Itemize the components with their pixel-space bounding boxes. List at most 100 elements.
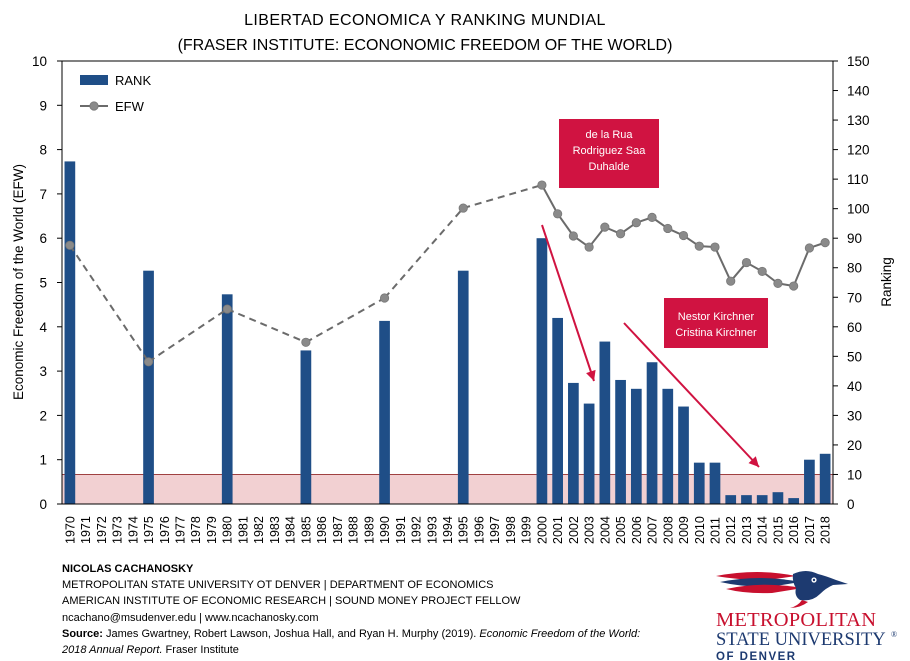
efw-point-2013 — [741, 257, 752, 268]
rank-bar-2009 — [678, 406, 689, 504]
left-axis-tick-label: 8 — [39, 143, 47, 158]
x-axis-tick-label-1972: 1972 — [95, 516, 109, 544]
x-axis-tick-label-1971: 1971 — [79, 516, 93, 544]
x-axis-tick-label-1996: 1996 — [472, 516, 486, 544]
legend-rank-label: RANK — [115, 73, 151, 88]
rank-bar-2010 — [693, 462, 705, 504]
x-axis-tick-label-1999: 1999 — [520, 516, 534, 544]
x-axis-tick-label-2007: 2007 — [646, 516, 660, 544]
left-axis-tick-label: 3 — [39, 364, 47, 379]
efw-point-2004 — [600, 222, 610, 232]
x-axis-tick-label-1986: 1986 — [315, 516, 329, 544]
x-axis-tick-label-2009: 2009 — [677, 516, 691, 544]
right-axis-tick-label: 0 — [847, 497, 855, 512]
left-axis-tick-label: 5 — [39, 276, 47, 291]
x-axis-tick-label-1984: 1984 — [284, 516, 298, 544]
footer-source-cont: 2018 Annual Report. Fraser Institute — [62, 642, 640, 658]
rank-bar-1970 — [64, 161, 76, 504]
annotation-1-line-3: Duhalde — [589, 161, 630, 173]
efw-line-segment — [714, 246, 732, 282]
x-axis-tick-label-1970: 1970 — [63, 516, 77, 544]
efw-point-1985 — [301, 337, 311, 347]
legend-efw-marker — [89, 101, 99, 111]
left-axis-tick-label: 10 — [32, 54, 47, 69]
efw-line-segment — [541, 184, 559, 215]
arrow-2-head — [748, 456, 759, 467]
efw-point-2018 — [820, 238, 830, 248]
efw-line-segment — [69, 244, 150, 363]
right-axis-tick-label: 130 — [847, 113, 870, 128]
left-axis-tick-label: 0 — [39, 497, 47, 512]
chart-subtitle: (FRASER INSTITUTE: ECONONOMIC FREEDOM OF… — [178, 37, 673, 54]
left-axis-label: Economic Freedom of the World (EFW) — [11, 164, 26, 400]
x-axis-tick-label-1980: 1980 — [221, 516, 235, 544]
rank-bar-2001 — [552, 317, 563, 504]
right-axis-tick-label: 70 — [847, 290, 862, 305]
left-axis-tick-label: 4 — [39, 320, 47, 335]
right-axis-tick-label: 80 — [847, 261, 862, 276]
rank-bar-2015 — [772, 492, 784, 504]
rank-bar-2014 — [756, 495, 768, 504]
right-axis-tick-label: 50 — [847, 349, 862, 364]
left-axis-tick-label: 1 — [39, 453, 47, 468]
x-axis-tick-label-1993: 1993 — [425, 516, 439, 544]
rank-bar-2000 — [536, 238, 548, 504]
x-axis-tick-label-2010: 2010 — [693, 516, 707, 544]
right-axis-tick-label: 60 — [847, 320, 862, 335]
arrow-1-head — [586, 369, 596, 381]
rank-bar-1975 — [143, 270, 154, 504]
right-axis-tick-label: 150 — [847, 54, 870, 69]
x-axis-tick-label-1988: 1988 — [347, 516, 361, 544]
university-logo: METROPOLITAN STATE UNIVERSITY ® OF DENVE… — [716, 571, 897, 661]
efw-point-2006 — [631, 218, 641, 228]
x-axis-tick-label-1973: 1973 — [111, 516, 125, 544]
efw-point-2012 — [726, 276, 736, 286]
efw-point-2010 — [694, 241, 704, 251]
rank-bar-2002 — [568, 382, 579, 504]
rank-bar-2003 — [583, 403, 595, 504]
x-axis-tick-label-1975: 1975 — [142, 516, 156, 544]
source-publisher: Fraser Institute — [162, 644, 239, 657]
chart-title: LIBERTAD ECONOMICA Y RANKING MUNDIAL — [244, 12, 606, 29]
x-axis-tick-label-1987: 1987 — [331, 516, 345, 544]
rank-bar-2006 — [630, 388, 642, 504]
legend-efw-label: EFW — [115, 99, 145, 114]
right-axis-label: Ranking — [879, 257, 894, 307]
efw-line-segment — [792, 247, 811, 287]
right-axis-tick-label: 30 — [847, 408, 862, 423]
efw-point-2016 — [789, 281, 799, 291]
rank-bar-1980 — [221, 294, 233, 504]
efw-line-segment — [305, 297, 386, 344]
x-axis-tick-label-2017: 2017 — [803, 516, 817, 544]
x-axis-tick-label-1981: 1981 — [236, 516, 250, 544]
x-axis-tick-label-2000: 2000 — [535, 516, 549, 544]
annotation-1-line-1: de la Rua — [585, 129, 633, 141]
efw-line-segment — [462, 184, 543, 210]
x-axis-tick-label-1994: 1994 — [441, 516, 455, 544]
efw-point-2005 — [615, 229, 626, 239]
x-axis-tick-label-2012: 2012 — [724, 516, 738, 544]
efw-line-segment — [383, 207, 464, 299]
x-axis-tick-label-1976: 1976 — [158, 516, 172, 544]
rank-bar-2016 — [788, 498, 800, 504]
x-axis-tick-label-2016: 2016 — [787, 516, 801, 544]
chart: LIBERTAD ECONOMICA Y RANKING MUNDIAL (FR… — [11, 12, 894, 544]
footer: NICOLAS CACHANOSKY METROPOLITAN STATE UN… — [62, 561, 640, 658]
efw-point-1970 — [65, 240, 75, 250]
left-axis-tick-label: 2 — [39, 408, 47, 423]
efw-point-1990 — [379, 293, 390, 303]
arrow-2 — [623, 322, 760, 468]
logo-trademark: ® — [891, 630, 897, 639]
x-axis-tick-label-2011: 2011 — [708, 517, 722, 544]
annotation-1-line-2: Rodriguez Saa — [573, 145, 647, 157]
annotation-2-line-2: Cristina Kirchner — [675, 327, 757, 339]
x-axis-tick-label-1983: 1983 — [268, 516, 282, 544]
rank-bar-2017 — [804, 459, 815, 504]
rank-bar-1995 — [457, 270, 469, 504]
x-axis-tick-label-2003: 2003 — [583, 516, 597, 544]
plot-area — [61, 60, 834, 505]
efw-point-2003 — [584, 242, 594, 252]
right-axis-tick-label: 10 — [847, 467, 862, 482]
x-axis-tick-label-2004: 2004 — [598, 516, 612, 544]
efw-line-segment — [226, 308, 307, 344]
